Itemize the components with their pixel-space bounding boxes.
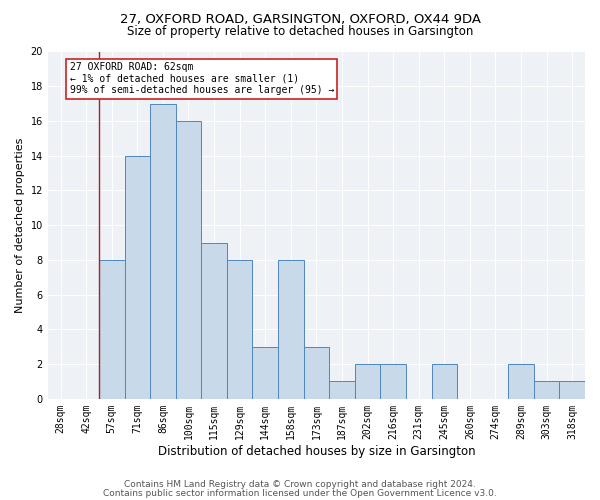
- Bar: [125, 156, 150, 399]
- Bar: [176, 121, 201, 399]
- Bar: [201, 242, 227, 399]
- Text: Size of property relative to detached houses in Garsington: Size of property relative to detached ho…: [127, 25, 473, 38]
- Bar: [304, 346, 329, 399]
- Bar: [329, 382, 355, 399]
- Bar: [355, 364, 380, 399]
- Text: Contains HM Land Registry data © Crown copyright and database right 2024.: Contains HM Land Registry data © Crown c…: [124, 480, 476, 489]
- Bar: [99, 260, 125, 399]
- Bar: [380, 364, 406, 399]
- Bar: [227, 260, 253, 399]
- Y-axis label: Number of detached properties: Number of detached properties: [15, 138, 25, 313]
- Bar: [508, 364, 534, 399]
- Bar: [559, 382, 585, 399]
- Text: Contains public sector information licensed under the Open Government Licence v3: Contains public sector information licen…: [103, 489, 497, 498]
- Bar: [278, 260, 304, 399]
- Bar: [534, 382, 559, 399]
- Bar: [150, 104, 176, 399]
- Text: 27, OXFORD ROAD, GARSINGTON, OXFORD, OX44 9DA: 27, OXFORD ROAD, GARSINGTON, OXFORD, OX4…: [119, 12, 481, 26]
- Bar: [431, 364, 457, 399]
- Bar: [253, 346, 278, 399]
- Text: 27 OXFORD ROAD: 62sqm
← 1% of detached houses are smaller (1)
99% of semi-detach: 27 OXFORD ROAD: 62sqm ← 1% of detached h…: [70, 62, 334, 95]
- X-axis label: Distribution of detached houses by size in Garsington: Distribution of detached houses by size …: [158, 444, 475, 458]
